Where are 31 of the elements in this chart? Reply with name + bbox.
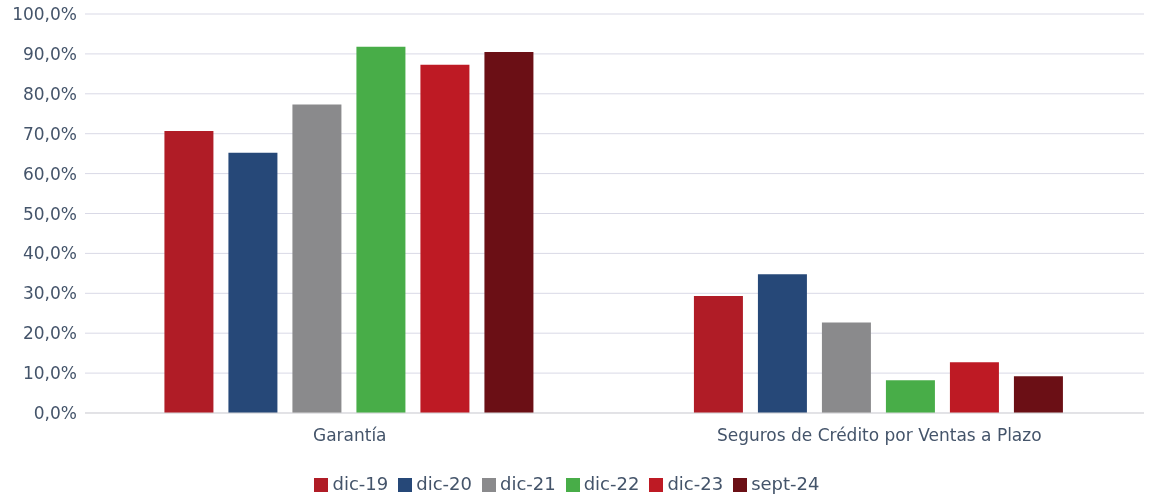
bar bbox=[228, 152, 278, 413]
bar bbox=[1013, 376, 1063, 413]
bar bbox=[693, 296, 743, 413]
y-tick-label: 60,0% bbox=[22, 163, 77, 184]
legend-label: dic-22 bbox=[583, 473, 640, 494]
bar bbox=[356, 46, 406, 413]
y-tick-label: 40,0% bbox=[22, 243, 77, 264]
y-tick-label: 0,0% bbox=[33, 403, 77, 424]
bar bbox=[292, 104, 342, 413]
legend-label: dic-23 bbox=[667, 473, 724, 494]
x-tick-label: Garantía bbox=[312, 425, 387, 446]
bar bbox=[484, 51, 534, 413]
bar bbox=[420, 64, 470, 413]
x-tick-label: Seguros de Crédito por Ventas a Plazo bbox=[716, 425, 1042, 446]
y-tick-label: 10,0% bbox=[22, 363, 77, 384]
legend-label: dic-20 bbox=[416, 473, 472, 494]
y-tick-label: 80,0% bbox=[22, 83, 77, 104]
y-tick-label: 100,0% bbox=[12, 4, 77, 25]
legend-label: dic-19 bbox=[332, 473, 389, 494]
y-tick-label: 20,0% bbox=[22, 323, 77, 344]
bar bbox=[821, 322, 871, 413]
legend-label: sept-24 bbox=[751, 473, 820, 494]
bar bbox=[885, 380, 935, 413]
legend-label: dic-21 bbox=[499, 473, 556, 494]
y-tick-label: 50,0% bbox=[22, 203, 77, 224]
y-tick-label: 30,0% bbox=[22, 283, 77, 304]
y-tick-label: 70,0% bbox=[22, 123, 77, 144]
bar bbox=[757, 274, 807, 413]
bar bbox=[164, 130, 214, 413]
y-tick-label: 90,0% bbox=[22, 43, 77, 64]
bar bbox=[949, 362, 999, 413]
